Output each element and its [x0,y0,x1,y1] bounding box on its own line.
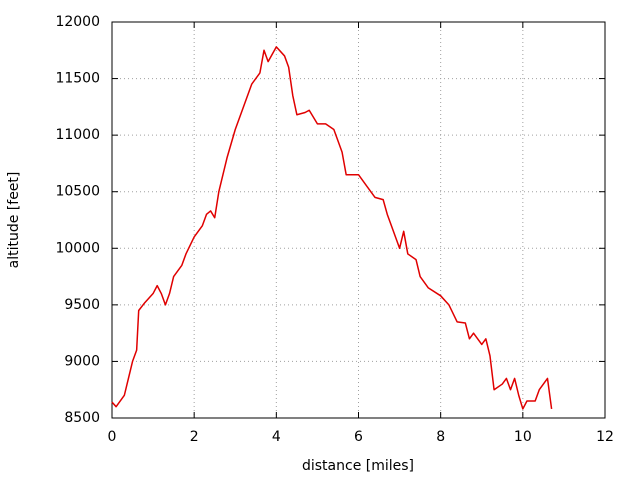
x-tick-label: 12 [596,429,614,445]
y-tick-label: 8500 [64,410,100,426]
x-tick-label: 6 [354,429,363,445]
x-tick-label: 10 [514,429,532,445]
x-tick-label: 4 [272,429,281,445]
y-tick-label: 10500 [55,184,100,200]
x-tick-label: 8 [436,429,445,445]
plot-border [111,21,606,419]
x-axis-label: distance [miles] [302,458,414,474]
y-axis-label: altitude [feet] [6,172,22,269]
y-tick-label: 9000 [64,353,100,369]
y-tick-label: 9500 [64,297,100,313]
data-line [111,46,553,410]
y-tick-label: 10000 [55,240,100,256]
y-tick-label: 11500 [55,71,100,87]
y-tick-label: 11000 [55,127,100,143]
x-tick-label: 0 [108,429,117,445]
x-tick-label: 2 [190,429,199,445]
y-tick-label: 12000 [55,14,100,30]
